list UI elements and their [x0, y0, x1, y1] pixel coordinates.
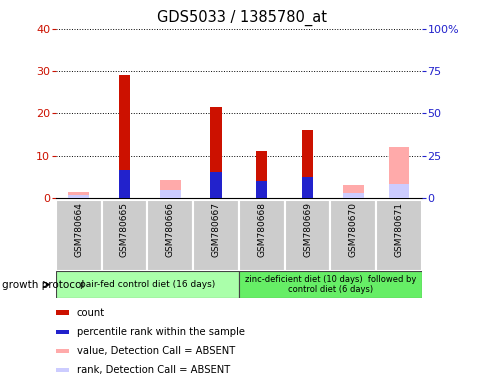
Text: value, Detection Call = ABSENT: value, Detection Call = ABSENT: [76, 346, 235, 356]
Bar: [388, 184, 408, 198]
Text: growth protocol: growth protocol: [2, 280, 85, 290]
Bar: [56, 200, 101, 271]
Bar: [56, 329, 69, 334]
Text: percentile rank within the sample: percentile rank within the sample: [76, 327, 244, 337]
Bar: [342, 193, 363, 198]
Bar: [68, 192, 89, 198]
Bar: [101, 200, 147, 271]
Bar: [210, 107, 221, 198]
Bar: [119, 170, 130, 198]
Bar: [256, 151, 267, 198]
Text: pair-fed control diet (16 days): pair-fed control diet (16 days): [79, 280, 214, 289]
Bar: [238, 271, 421, 298]
Text: rank, Detection Call = ABSENT: rank, Detection Call = ABSENT: [76, 365, 229, 375]
Bar: [301, 130, 313, 198]
Bar: [330, 200, 376, 271]
Text: GSM780668: GSM780668: [257, 202, 266, 257]
Text: zinc-deficient diet (10 days)  followed by
control diet (6 days): zinc-deficient diet (10 days) followed b…: [244, 275, 415, 294]
Bar: [256, 181, 267, 198]
Bar: [284, 200, 330, 271]
Bar: [342, 185, 363, 198]
Bar: [56, 271, 238, 298]
Text: GSM780665: GSM780665: [120, 202, 129, 257]
Bar: [68, 195, 89, 198]
Bar: [56, 368, 69, 372]
Bar: [56, 349, 69, 353]
Text: GSM780664: GSM780664: [74, 202, 83, 257]
Bar: [56, 310, 69, 315]
Bar: [147, 200, 193, 271]
Bar: [193, 200, 238, 271]
Bar: [160, 180, 180, 198]
Bar: [210, 172, 221, 198]
Text: GSM780667: GSM780667: [211, 202, 220, 257]
Bar: [301, 177, 313, 198]
Text: GSM780670: GSM780670: [348, 202, 357, 257]
Text: count: count: [76, 308, 105, 318]
Bar: [388, 147, 408, 198]
Bar: [376, 200, 421, 271]
Bar: [393, 166, 404, 198]
Text: GDS5033 / 1385780_at: GDS5033 / 1385780_at: [157, 10, 327, 26]
Bar: [238, 200, 284, 271]
Bar: [119, 75, 130, 198]
Text: GSM780669: GSM780669: [302, 202, 311, 257]
Text: GSM780671: GSM780671: [394, 202, 403, 257]
Bar: [160, 190, 180, 198]
Text: GSM780666: GSM780666: [166, 202, 174, 257]
